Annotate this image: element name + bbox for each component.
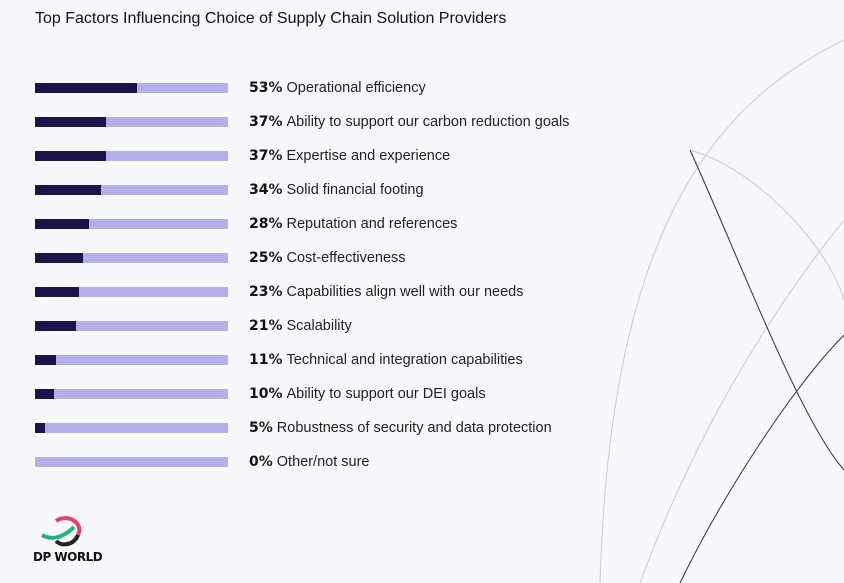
bar-row: 34% Solid financial footing [35,180,424,200]
bar-track [35,389,228,399]
percent-unit: % [268,114,283,130]
percent-unit: % [268,216,283,232]
bar-row: 28% Reputation and references [35,214,457,234]
bar-value: 23 [249,284,269,300]
category-label: Solid financial footing [286,182,424,198]
bar-track [35,287,228,297]
bar-label: 37% Ability to support our carbon reducti… [249,114,569,130]
bar-row: 53% Operational efficiency [35,78,426,98]
chart-title: Top Factors Influencing Choice of Supply… [35,10,507,27]
category-label: Reputation and references [286,216,458,232]
bar [35,423,45,433]
category-label: Ability to support our carbon reduction … [286,114,570,130]
bar [35,185,101,195]
bar-track [35,253,228,263]
bar-track [35,457,228,467]
bar-row: 23% Capabilities align well with our need… [35,282,523,302]
bar-track [35,151,228,161]
percent-unit: % [268,250,283,266]
bar-row: 37% Ability to support our carbon reducti… [35,112,569,132]
category-label: Cost-effectiveness [286,250,406,266]
percent-unit: % [258,454,273,470]
bar [35,83,138,93]
percent-unit: % [268,182,283,198]
category-label: Other/not sure [276,454,370,470]
percent-unit: % [268,284,283,300]
percent-unit: % [268,386,283,402]
category-label: Operational efficiency [286,80,426,96]
category-label: Capabilities align well with our needs [286,284,524,300]
bar-row: 11% Technical and integration capabilitie… [35,350,523,370]
bar-label: 53% Operational efficiency [249,80,426,96]
percent-unit: % [268,352,283,368]
category-label: Technical and integration capabilities [286,352,523,368]
bar-value: 5 [249,420,259,436]
bar-row: 10% Ability to support our DEI goals [35,384,486,404]
bar [35,219,90,229]
bar-label: 11% Technical and integration capabilitie… [249,352,523,368]
bar-value: 37 [249,148,269,164]
category-label: Ability to support our DEI goals [286,386,486,402]
bar [35,389,55,399]
bar-value: 37 [249,114,269,130]
bar-value: 11 [249,352,269,368]
bar-row: 0% Other/not sure [35,452,369,472]
bar-row: 5% Robustness of security and data protec… [35,418,552,438]
bar-track [35,355,228,365]
bar-label: 25% Cost-effectiveness [249,250,406,266]
bar-row: 21% Scalability [35,316,352,336]
percent-unit: % [268,80,283,96]
dp-world-logo [40,516,82,547]
bar-value: 25 [249,250,269,266]
bar-track [35,423,228,433]
bar-track [35,321,228,331]
percent-unit: % [268,318,283,334]
bar-label: 5% Robustness of security and data protec… [249,420,552,436]
bar-label: 28% Reputation and references [249,216,457,232]
bar-track [35,117,228,127]
bar-label: 34% Solid financial footing [249,182,424,198]
bar-track [35,185,228,195]
bar-label: 10% Ability to support our DEI goals [249,386,486,402]
bar-label: 23% Capabilities align well with our need… [249,284,523,300]
bar [35,321,76,331]
bar [35,287,80,297]
bar-value: 0 [249,454,259,470]
bar-value: 10 [249,386,269,402]
bar-label: 37% Expertise and experience [249,148,450,164]
bar-track [35,219,228,229]
category-label: Expertise and experience [286,148,451,164]
percent-unit: % [258,420,273,436]
bar-value: 21 [249,318,269,334]
logo-text: DP WORLD [33,550,103,564]
bar [35,355,57,365]
bar-label: 21% Scalability [249,318,352,334]
category-label: Robustness of security and data protecti… [276,420,552,436]
bar-value: 53 [249,80,269,96]
category-label: Scalability [286,318,352,334]
bar [35,117,107,127]
bar [35,151,107,161]
bar-value: 28 [249,216,269,232]
bar-label: 0% Other/not sure [249,454,369,470]
bar-row: 37% Expertise and experience [35,146,450,166]
bar-value: 34 [249,182,269,198]
bar [35,253,84,263]
bar-track [35,83,228,93]
bar-row: 25% Cost-effectiveness [35,248,406,268]
percent-unit: % [268,148,283,164]
